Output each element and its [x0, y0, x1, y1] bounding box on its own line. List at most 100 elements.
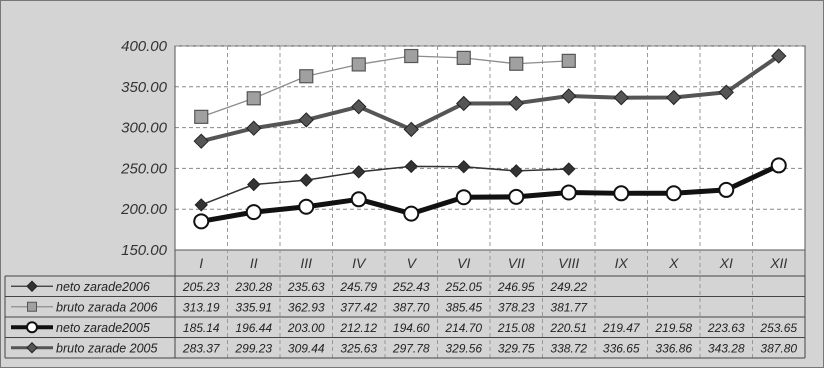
legend-label: neto zarade2006 [56, 280, 150, 294]
series-neto-zarade2005 [193, 157, 787, 230]
data-point [508, 95, 524, 112]
x-category-label: X [668, 255, 679, 271]
legend-label: bruto zarade 2005 [56, 341, 158, 355]
data-cell: 387.70 [393, 300, 430, 314]
y-tick-label: 200.00 [120, 201, 168, 218]
series-bruto-zarada-2006 [194, 48, 576, 124]
data-point [561, 53, 576, 68]
data-point [403, 205, 420, 222]
y-tick-label: 400.00 [121, 38, 168, 55]
x-category-label: XII [769, 255, 787, 271]
series-line [200, 163, 780, 224]
data-cell: 205.23 [182, 280, 220, 294]
data-cell: 378.23 [498, 300, 535, 314]
series-line [200, 54, 780, 144]
data-point [245, 204, 262, 221]
series-neto-zarade2006 [194, 159, 576, 212]
data-point [456, 95, 472, 112]
data-point [613, 89, 629, 106]
data-cell: 246.95 [497, 280, 535, 294]
data-point [509, 164, 523, 178]
data-point [193, 133, 209, 149]
y-tick-label: 150.00 [121, 242, 168, 259]
data-cell: 336.65 [603, 341, 640, 355]
series-line [201, 55, 569, 118]
data-cell: 336.86 [655, 341, 692, 355]
data-point [298, 198, 315, 215]
data-cell: 329.56 [445, 341, 482, 355]
data-cell: 215.08 [497, 321, 535, 335]
data-point [193, 213, 210, 230]
data-point [351, 98, 367, 115]
data-point [770, 157, 787, 174]
data-cell: 325.63 [340, 341, 377, 355]
data-cell: 283.37 [182, 341, 221, 355]
data-cell: 313.19 [183, 300, 220, 314]
legend-label: bruto zarada 2006 [56, 300, 158, 314]
series-line [200, 165, 569, 206]
data-point [666, 89, 682, 106]
x-category-label: II [250, 255, 258, 271]
y-axis-ticks: 150.00 200.00 250.00 300.00 350.00 400.00 [120, 38, 168, 259]
data-point [718, 84, 734, 100]
data-cell: 377.42 [340, 300, 377, 314]
data-cell: 335.91 [235, 300, 272, 314]
data-cell: 309.44 [288, 341, 325, 355]
data-cell: 252.05 [444, 280, 482, 294]
data-cell: 362.93 [288, 300, 325, 314]
data-cell: 387.80 [760, 341, 797, 355]
legend-key-marker [27, 301, 37, 312]
data-point [455, 189, 472, 206]
data-cell: 249.22 [549, 280, 587, 294]
data-point [246, 91, 261, 106]
data-cell: 297.78 [392, 341, 430, 355]
data-cell: 214.70 [444, 321, 482, 335]
data-point [246, 120, 262, 136]
data-cell: 299.23 [234, 341, 272, 355]
data-point [194, 109, 209, 124]
data-cell: 219.47 [602, 321, 641, 335]
data-point [403, 121, 419, 138]
data-point [509, 56, 524, 71]
data-cell: 220.51 [549, 321, 587, 335]
x-category-label: I [199, 255, 203, 271]
x-category-label: XI [719, 255, 733, 271]
x-category-label: IX [615, 255, 629, 271]
y-tick-label: 350.00 [121, 79, 168, 96]
x-category-label: IV [352, 255, 367, 271]
legend-label: neto zarade2005 [56, 321, 150, 335]
data-point [562, 162, 576, 176]
data-point [352, 165, 366, 179]
data-cell: 245.79 [339, 280, 377, 294]
data-point [404, 159, 418, 174]
data-cell: 203.00 [287, 321, 325, 335]
data-cell: 185.14 [183, 321, 220, 335]
series-bruto-zarade-2005 [193, 48, 787, 149]
data-point [299, 69, 314, 84]
data-point [665, 185, 682, 202]
y-tick-label: 300.00 [121, 120, 168, 137]
series-layer [193, 48, 787, 230]
legend-key-marker [26, 342, 38, 354]
data-point [299, 173, 313, 187]
data-cell: 252.43 [392, 280, 430, 294]
data-point [298, 112, 314, 128]
data-point [351, 57, 366, 72]
y-tick-label: 250.00 [120, 160, 168, 177]
data-cell: 212.12 [339, 321, 377, 335]
data-cell: 381.77 [550, 300, 588, 314]
data-cell: 235.63 [287, 280, 325, 294]
data-point [771, 48, 787, 64]
data-point [718, 181, 735, 198]
data-cell: 329.75 [498, 341, 535, 355]
data-cell: 385.45 [445, 300, 482, 314]
data-cell: 196.44 [235, 321, 272, 335]
data-cell: 253.65 [759, 321, 797, 335]
data-cell: 338.72 [550, 341, 587, 355]
data-point [456, 50, 471, 65]
data-point [508, 188, 525, 205]
x-category-label: VI [457, 255, 470, 271]
